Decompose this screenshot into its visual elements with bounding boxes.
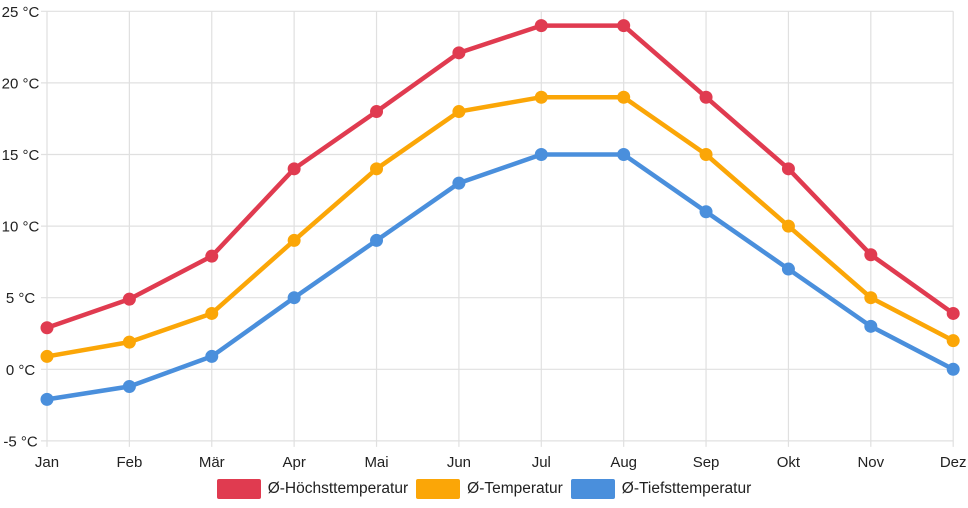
data-point-1-Okt[interactable] xyxy=(781,219,795,233)
data-point-1-Mai[interactable] xyxy=(370,162,384,176)
data-point-1-Aug[interactable] xyxy=(617,90,631,104)
x-axis-label-Sep: Sep xyxy=(693,454,720,471)
data-point-1-Jun[interactable] xyxy=(452,105,466,119)
y-axis-label: 15 °C xyxy=(2,147,40,164)
data-point-1-Mär[interactable] xyxy=(205,306,219,320)
data-point-2-Nov[interactable] xyxy=(864,319,878,333)
data-point-1-Apr[interactable] xyxy=(287,233,301,247)
y-axis-label: 5 °C xyxy=(6,290,36,307)
series-line-2 xyxy=(44,152,956,402)
x-axis-label-Jun: Jun xyxy=(447,454,471,471)
data-point-0-Okt[interactable] xyxy=(781,162,795,176)
data-point-1-Jul[interactable] xyxy=(534,90,548,104)
series-line-1 xyxy=(44,94,956,359)
data-point-2-Jan[interactable] xyxy=(40,392,54,406)
y-axis-label: 25 °C xyxy=(2,4,40,21)
y-axis-label: 10 °C xyxy=(2,219,40,236)
y-axis-label: 0 °C xyxy=(6,362,36,379)
data-point-0-Sep[interactable] xyxy=(699,90,713,104)
y-axis-label: -5 °C xyxy=(3,433,38,450)
x-axis-label-Mai: Mai xyxy=(364,454,388,471)
chart-plot-area[interactable]: 25 °C 20 °C 15 °C 10 °C 5 °C 0 °C -5 °C Jan Feb M… xyxy=(0,0,968,476)
data-point-2-Okt[interactable] xyxy=(781,262,795,276)
data-point-2-Sep[interactable] xyxy=(699,205,713,219)
legend-swatch-hoechsttemperatur xyxy=(216,479,261,499)
x-axis-label-Mär: Mär xyxy=(199,454,225,471)
y-axis-label: 20 °C xyxy=(2,75,40,92)
x-axis-label-Okt: Okt xyxy=(777,454,801,471)
legend-label-hoechsttemperatur: Ø-Höchsttemperatur xyxy=(267,480,409,497)
data-point-0-Jul[interactable] xyxy=(534,19,548,33)
legend-item-hoechsttemperatur[interactable]: Ø-Höchsttemperatur xyxy=(216,479,409,499)
data-point-1-Dez[interactable] xyxy=(946,334,960,348)
x-axis-label-Apr: Apr xyxy=(282,454,305,471)
legend-item-tiefsttemperatur[interactable]: Ø-Tiefsttemperatur xyxy=(570,479,752,499)
data-point-1-Nov[interactable] xyxy=(864,291,878,305)
series-line-0 xyxy=(44,23,956,331)
data-point-2-Dez[interactable] xyxy=(946,362,960,376)
data-point-1-Sep[interactable] xyxy=(699,148,713,161)
x-axis-label-Jan: Jan xyxy=(35,454,59,471)
x-axis-label-Aug: Aug xyxy=(610,454,637,471)
data-point-1-Feb[interactable] xyxy=(122,335,136,349)
legend-item-temperatur[interactable]: Ø-Temperatur xyxy=(416,479,563,499)
data-point-2-Apr[interactable] xyxy=(287,291,301,305)
data-point-0-Mai[interactable] xyxy=(370,105,384,119)
data-point-0-Dez[interactable] xyxy=(946,306,960,320)
data-point-2-Mär[interactable] xyxy=(205,349,219,363)
data-point-0-Mär[interactable] xyxy=(205,249,219,263)
data-point-0-Jan[interactable] xyxy=(40,321,54,335)
legend-label-tiefsttemperatur: Ø-Tiefsttemperatur xyxy=(621,480,752,497)
legend-swatch-temperatur xyxy=(416,479,461,499)
data-point-2-Feb[interactable] xyxy=(122,379,136,393)
x-axis-label-Jul: Jul xyxy=(532,454,551,471)
data-point-0-Jun[interactable] xyxy=(452,46,466,60)
data-point-0-Apr[interactable] xyxy=(287,162,301,176)
data-point-0-Feb[interactable] xyxy=(122,292,136,306)
legend-swatch-tiefsttemperatur xyxy=(570,479,615,499)
legend-label-temperatur: Ø-Temperatur xyxy=(467,480,563,497)
x-axis-label-Nov: Nov xyxy=(857,454,884,471)
data-point-0-Nov[interactable] xyxy=(864,248,878,262)
x-axis-label-Feb: Feb xyxy=(116,454,142,471)
x-axis-label-Dez: Dez xyxy=(940,454,967,471)
data-point-2-Jun[interactable] xyxy=(452,176,466,190)
data-point-2-Aug[interactable] xyxy=(617,148,631,161)
data-point-0-Aug[interactable] xyxy=(617,19,631,33)
data-point-2-Mai[interactable] xyxy=(370,233,384,247)
chart-legend: Ø-Höchsttemperatur Ø-Temperatur Ø-Tiefst… xyxy=(0,479,968,499)
data-point-1-Jan[interactable] xyxy=(40,349,54,363)
data-point-2-Jul[interactable] xyxy=(534,148,548,161)
